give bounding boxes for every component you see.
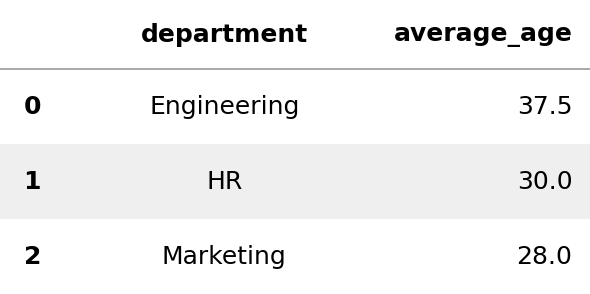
Text: 37.5: 37.5 [517, 95, 572, 118]
Text: 2: 2 [24, 245, 41, 268]
Bar [0, 219, 590, 294]
Text: Engineering: Engineering [149, 95, 299, 118]
Text: average_age: average_age [394, 23, 572, 46]
Text: department: department [140, 23, 308, 46]
Bar [0, 144, 590, 219]
Text: 0: 0 [24, 95, 41, 118]
Bar [0, 0, 590, 69]
Text: 28.0: 28.0 [516, 245, 572, 268]
Text: 30.0: 30.0 [517, 170, 572, 193]
Text: Marketing: Marketing [162, 245, 287, 268]
Bar [0, 69, 590, 144]
Text: HR: HR [206, 170, 242, 193]
Text: 1: 1 [24, 170, 41, 193]
